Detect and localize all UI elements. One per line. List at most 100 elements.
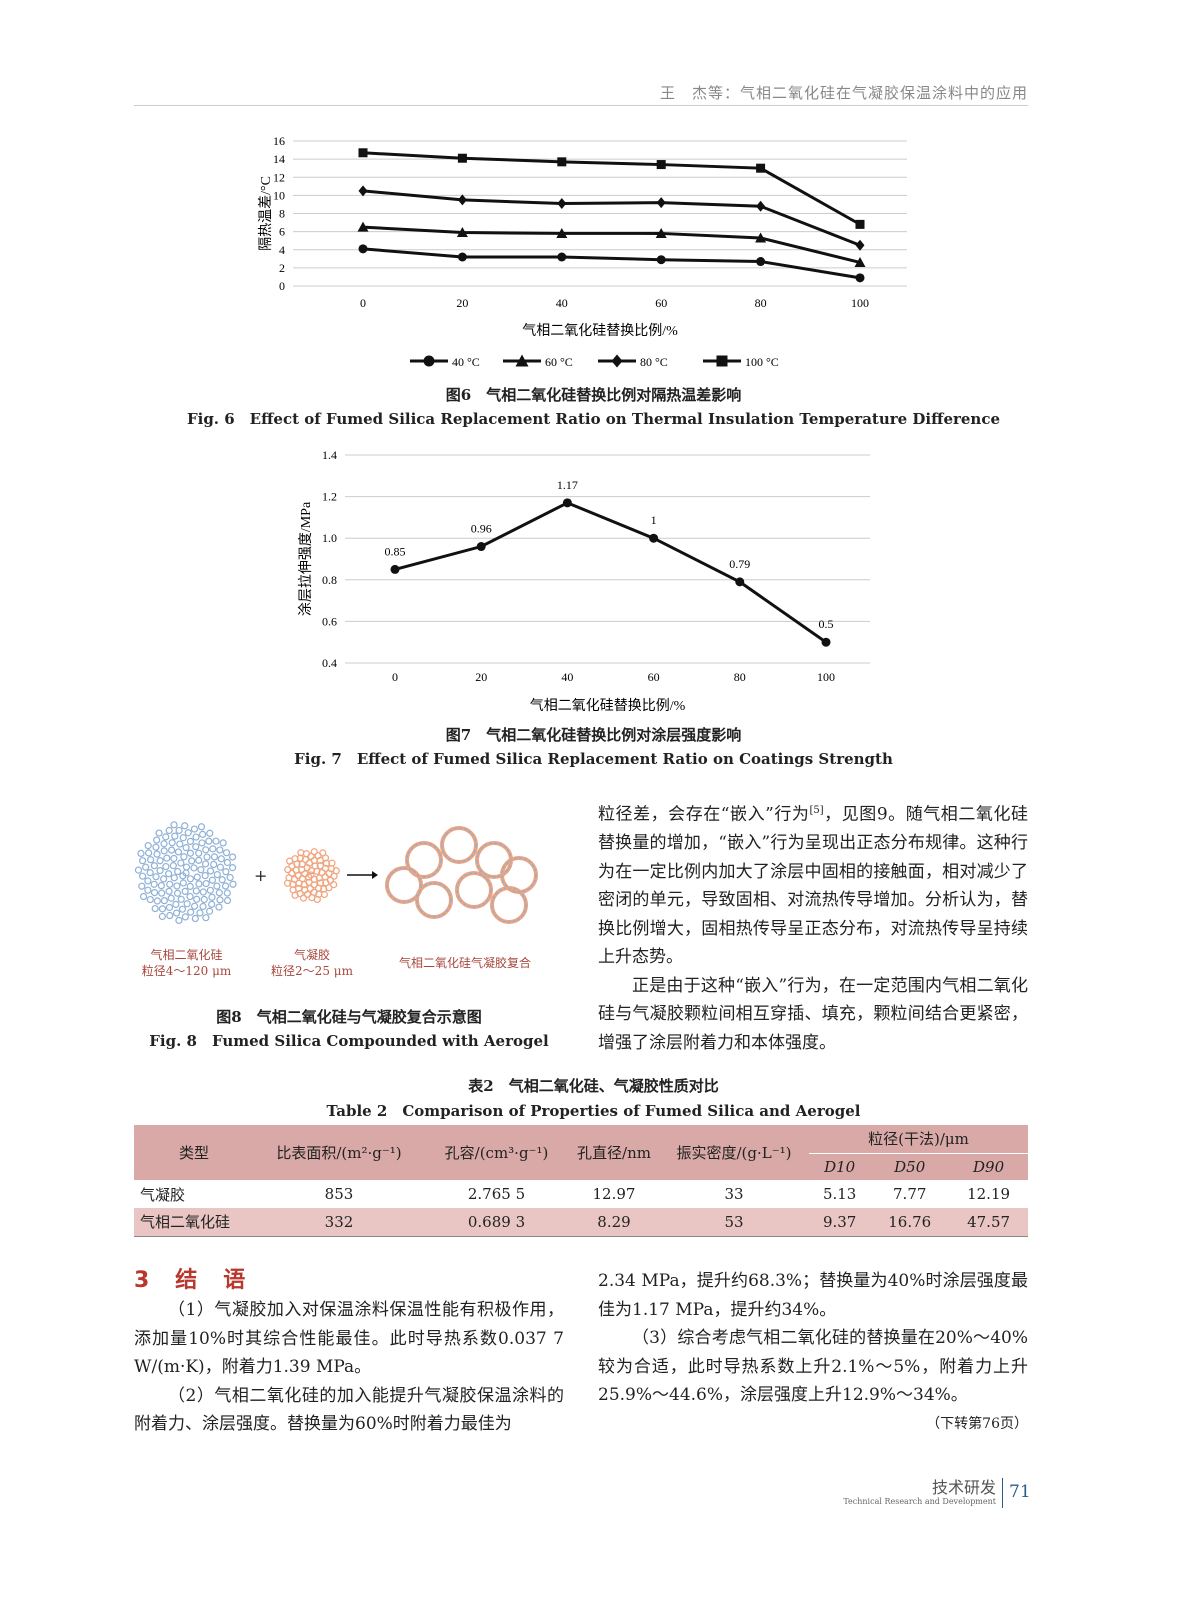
triangle-marker <box>515 354 529 367</box>
fumed-silica-bead <box>187 908 195 916</box>
fumed-silica-bead <box>184 829 192 837</box>
y-tick-label: 8 <box>279 207 285 221</box>
fig8-label-fumed-silica: 气相二氧化硅 粒径4～120 μm <box>141 948 232 978</box>
aerogel-particle <box>310 881 318 889</box>
circle-marker <box>557 252 567 262</box>
fumed-silica-bead <box>142 863 150 871</box>
triangle-marker <box>357 221 369 232</box>
circle-marker <box>562 498 572 508</box>
fumed-silica-bead <box>160 840 168 848</box>
silica-chain <box>406 842 442 878</box>
fumed-silica-bead <box>179 872 187 880</box>
x-tick-label: 80 <box>734 670 746 684</box>
fumed-silica-bead <box>215 889 223 897</box>
aerogel-particle <box>299 894 308 902</box>
fumed-silica-bead <box>186 875 195 883</box>
fumed-silica-bead <box>195 880 203 888</box>
fumed-silica-bead <box>160 847 168 855</box>
fumed-silica-bead <box>158 912 166 921</box>
diamond-marker <box>855 239 865 251</box>
fumed-silica-bead <box>172 900 180 908</box>
fig8-label-composite: 气相二氧化硅气凝胶复合 <box>398 956 531 970</box>
circle-marker <box>649 533 659 543</box>
fumed-silica-bead <box>152 873 160 881</box>
y-tick-label: 12 <box>273 170 285 184</box>
square-marker <box>716 355 728 367</box>
fumed-silica-bead <box>170 854 178 863</box>
fumed-silica-bead <box>181 822 189 830</box>
aerogel-particle <box>297 849 305 857</box>
circle-marker <box>821 637 831 647</box>
fumed-silica-bead <box>157 882 165 890</box>
fumed-silica-bead <box>201 871 209 880</box>
circle-marker <box>756 257 766 267</box>
fumed-silica-bead <box>198 839 206 847</box>
fumed-silica-bead <box>179 879 187 887</box>
fumed-silica-bead <box>165 903 174 912</box>
silica-chain <box>386 867 422 903</box>
fumed-silica-bead <box>186 882 194 890</box>
silica-chain <box>501 857 537 893</box>
x-tick-label: 0 <box>360 296 366 310</box>
figure-7-chart: 0.4 0.6 0.8 1.0 1.2 1.4 0 20 40 60 80 100 气相二氧化硅替换比例… <box>298 448 870 714</box>
fumed-silica-bead <box>170 874 178 882</box>
series-line <box>362 151 861 226</box>
fumed-silica-bead <box>173 882 181 890</box>
fumed-silica-bead <box>150 889 159 897</box>
fumed-silica-bead <box>200 895 208 904</box>
fumed-silica-bead <box>219 839 227 847</box>
aerogel-particle <box>310 848 318 856</box>
fumed-silica-bead <box>165 887 173 895</box>
fumed-silica-bead <box>186 892 194 901</box>
fumed-silica-bead <box>167 846 176 854</box>
table-2: 类型 比表面积/(m²·g⁻¹) 孔容/(cm³·g⁻¹) 孔直径/nm 振实密… <box>134 1125 1028 1237</box>
silica-chain <box>416 882 452 918</box>
fumed-silica-bead <box>206 867 215 875</box>
aerogel-particle <box>319 849 327 857</box>
y-tick-label: 0 <box>279 279 285 293</box>
fumed-silica-bead <box>213 882 221 890</box>
circle-marker <box>358 244 368 254</box>
square-marker <box>656 160 666 170</box>
x-tick-label: 40 <box>561 670 573 684</box>
fig6-caption-cn: 图6 气相二氧化硅替换比例对隔热温差影响 <box>445 386 742 404</box>
aerogel-particle <box>313 895 321 904</box>
right-column-text: 粒径差，会存在“嵌入”行为[5]，见图9。随气相二氧化硅替换量的增加，“嵌入”行… <box>598 804 1028 1053</box>
fumed-silica-bead <box>172 909 181 917</box>
fumed-silica-bead <box>174 867 182 876</box>
fumed-silica-bead <box>165 826 173 835</box>
continued-note: （下转第76页） <box>926 1415 1028 1432</box>
silica-chain <box>441 827 477 863</box>
triangle-marker <box>655 227 667 238</box>
fumed-silica-bead <box>150 880 158 888</box>
data-label: 1 <box>651 513 657 527</box>
square-marker <box>756 163 766 173</box>
fumed-silica-bead <box>139 872 147 880</box>
fumed-silica-bead <box>205 907 214 915</box>
diamond-marker <box>457 194 467 206</box>
diamond-marker <box>756 200 766 212</box>
fumed-silica-bead <box>147 856 155 864</box>
fumed-silica-bead <box>169 862 177 870</box>
fumed-silica-bead <box>192 887 200 895</box>
y-tick-label: 14 <box>273 152 285 166</box>
fumed-silica-bead <box>210 853 219 861</box>
fumed-silica-bead <box>177 895 185 903</box>
x-tick-label: 60 <box>648 670 660 684</box>
square-marker <box>457 153 467 163</box>
page-number: 71 <box>1009 1482 1031 1502</box>
fumed-silica-bead <box>205 837 213 845</box>
fumed-silica-bead <box>195 849 203 857</box>
fumed-silica-bead <box>138 857 147 865</box>
running-header: 王 杰等：气相二氧化硅在气凝胶保温涂料中的应用 <box>659 84 1028 102</box>
fumed-silica-bead <box>192 843 200 851</box>
triangle-marker <box>556 227 568 238</box>
fig8-plus: + <box>254 866 268 885</box>
fumed-silica-bead <box>179 834 187 842</box>
x-tick-label: 20 <box>475 670 487 684</box>
silica-chain <box>491 887 527 923</box>
fumed-silica-bead <box>222 868 230 876</box>
fumed-silica-bead <box>216 846 224 854</box>
fumed-silica-bead <box>188 857 196 865</box>
fumed-silica-bead <box>171 832 179 840</box>
